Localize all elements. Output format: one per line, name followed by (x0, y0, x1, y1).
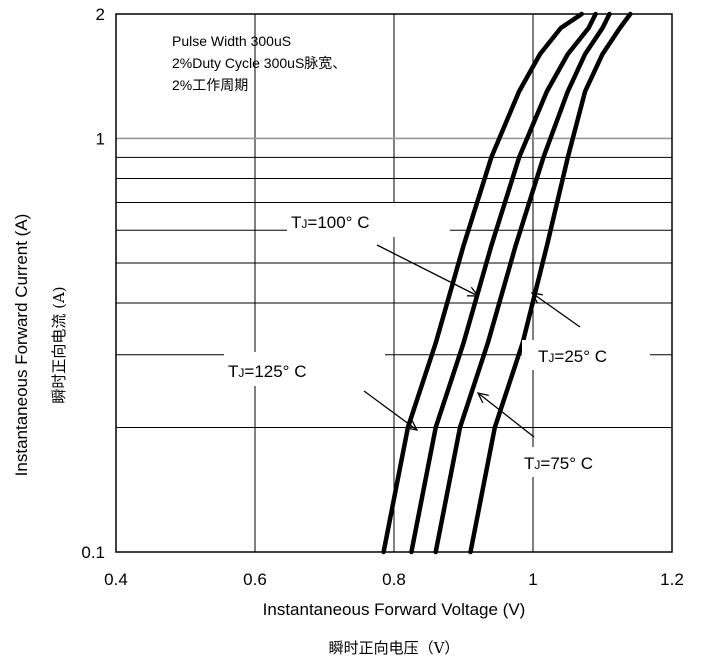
x-tick-label: 1.2 (660, 570, 684, 589)
y-tick-label: 2 (96, 5, 105, 24)
x-tick-label: 0.4 (104, 570, 128, 589)
series-label-arrow (363, 390, 418, 431)
curves (381, 11, 633, 555)
series-annotations: TJ=100° C TJ=125° C TJ=25° C TJ=75° C (224, 203, 650, 477)
series-label-arrow (376, 244, 479, 297)
series-label-arrowhead (530, 292, 543, 303)
series-label: TJ=25° C (538, 347, 607, 366)
note-line-3: 2%工作周期 (172, 77, 248, 93)
series-label-arrowhead (466, 286, 480, 297)
series-label: TJ=125° C (228, 362, 306, 381)
y-axis-title-cn: 瞬时正向电流 (A) (50, 286, 68, 403)
note-line-2: 2%Duty Cycle 300uS脉宽、 (172, 55, 346, 71)
series-label-background (512, 447, 636, 477)
series-label: TJ=75° C (524, 454, 593, 473)
series-line (433, 11, 612, 555)
series-label-arrow (477, 392, 535, 438)
y-tick-label: 0.1 (81, 543, 105, 562)
series-label-background (224, 352, 385, 386)
series-line (468, 11, 633, 555)
note-line-1: Pulse Width 300uS (172, 33, 291, 49)
y-axis-title: Instantaneous Forward Current (A) (12, 214, 31, 477)
x-tick-label: 0.6 (243, 570, 267, 589)
x-tick-label: 1 (528, 570, 537, 589)
plot-frame (115, 13, 673, 553)
series-label-background (287, 203, 450, 237)
tick-labels: 0.4 0.6 0.8 1 1.2 0.1 1 2 (81, 5, 683, 589)
series-label-arrow (531, 292, 581, 328)
x-tick-label: 0.8 (382, 570, 406, 589)
series-label-arrowhead (476, 392, 489, 404)
y-tick-label: 1 (96, 129, 105, 148)
series-line (381, 11, 584, 555)
grid-lines (116, 14, 672, 552)
x-axis-title: Instantaneous Forward Voltage (V) (263, 600, 526, 619)
series-label-background (522, 340, 650, 370)
series-label: TJ=100° C (291, 213, 369, 232)
series-line (409, 11, 598, 555)
series-label-arrowhead (406, 419, 419, 431)
x-axis-title-cn: 瞬时正向电压（V） (329, 639, 460, 657)
